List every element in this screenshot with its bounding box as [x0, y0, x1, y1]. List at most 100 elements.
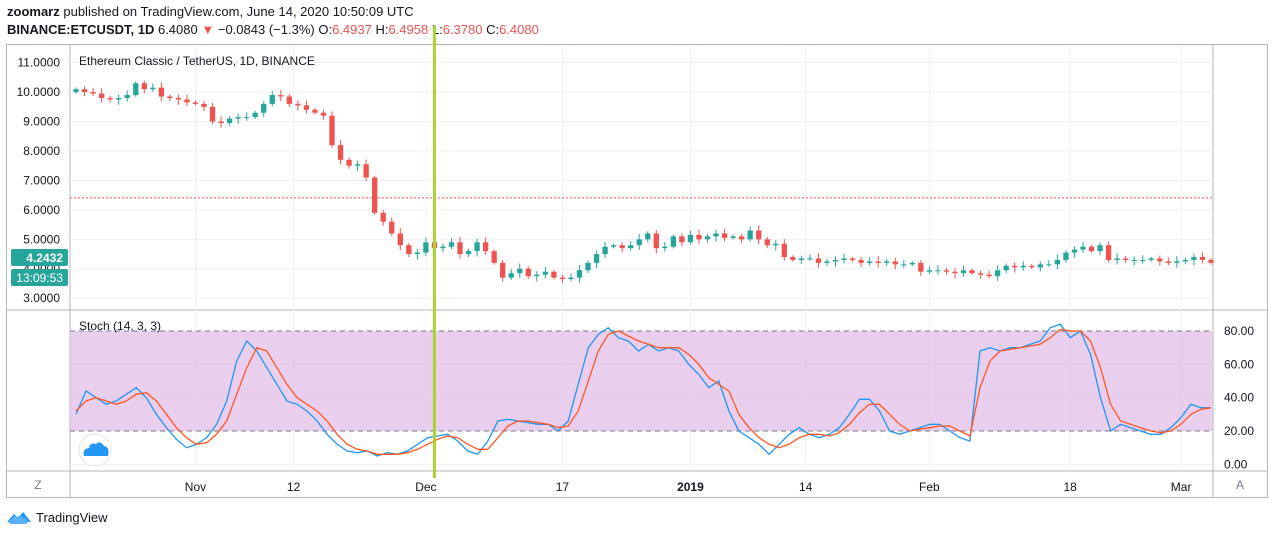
candle-body — [952, 271, 958, 274]
price-tick-label: 8.0000 — [23, 144, 60, 158]
candle-body — [849, 258, 856, 260]
candle-body — [337, 145, 344, 160]
candle-body — [116, 98, 122, 100]
candle-body — [832, 259, 839, 262]
candle-body — [133, 83, 139, 96]
tradingview-brand[interactable]: TradingView — [6, 509, 108, 525]
time-tick-label: Nov — [185, 480, 206, 494]
price-tick-label: 5.0000 — [23, 232, 60, 246]
brand-name: TradingView — [36, 509, 108, 525]
candle-body — [346, 159, 352, 166]
candle-body — [704, 236, 711, 240]
candle-body — [773, 243, 779, 246]
candle-body — [1140, 259, 1146, 261]
candle-body — [559, 277, 566, 280]
candle-body — [730, 236, 736, 238]
candle-body — [790, 257, 796, 260]
candle-body — [713, 233, 719, 237]
candle-body — [269, 95, 275, 104]
candle-body — [192, 102, 199, 104]
candle-body — [295, 103, 301, 106]
tradingview-watermark-icon — [78, 433, 112, 467]
stoch-axis[interactable]: 80.00 60.00 40.00 20.00 0.00 — [1224, 324, 1254, 471]
high-label: H: — [375, 22, 389, 37]
pane-titles: Ethereum Classic / TetherUS, 1D, BINANCE… — [79, 54, 315, 333]
stoch-tick-label: 0.00 — [1224, 457, 1248, 471]
candle-body — [98, 93, 105, 98]
price-tick-label: 11.0000 — [18, 56, 61, 70]
candle-body — [867, 261, 873, 263]
candle-body — [798, 258, 805, 260]
candle-body — [372, 177, 378, 213]
auto-scale-z-button: Z — [34, 478, 41, 492]
candle-body — [645, 233, 651, 240]
candle-body — [218, 121, 224, 124]
candle-body — [841, 258, 847, 260]
candle-body — [150, 87, 156, 90]
candle-body — [969, 270, 975, 274]
candle-body — [124, 95, 130, 98]
candle-body — [977, 273, 984, 275]
author-name[interactable]: zoomarz — [7, 4, 60, 19]
auto-scale-a-button: A — [1236, 478, 1244, 492]
candle-body — [201, 103, 207, 107]
candle-body — [1105, 245, 1112, 260]
candle-body — [508, 273, 514, 278]
current-price-badge — [11, 249, 68, 266]
candle-body — [1020, 265, 1026, 268]
time-tick-label: 14 — [799, 480, 813, 494]
candle-body — [1114, 258, 1120, 260]
price-tick-label: 3.0000 — [23, 291, 60, 305]
candle-body — [406, 245, 412, 255]
price-tick-label: 7.0000 — [23, 173, 60, 187]
candle-body — [593, 254, 600, 263]
candle-body — [252, 112, 258, 118]
candle-body — [1199, 257, 1206, 260]
candle-body — [628, 245, 634, 249]
candle-body — [312, 109, 318, 113]
candle-body — [756, 230, 762, 240]
open-label: O: — [318, 22, 333, 37]
candle-body — [781, 243, 787, 257]
low-value: 6.3780 — [442, 22, 483, 37]
time-tick-label: Feb — [919, 480, 940, 494]
stoch-tick-label: 20.00 — [1224, 424, 1254, 438]
time-tick-label: Dec — [415, 480, 436, 494]
publish-date: published on TradingView.com, June 14, 2… — [63, 4, 414, 19]
open-value: 6.4937 — [332, 22, 372, 37]
candle-body — [747, 230, 753, 240]
candle-body — [278, 95, 284, 97]
symbol-name[interactable]: BINANCE:ETCUSDT, 1D — [7, 22, 155, 37]
candle-body — [1165, 261, 1171, 263]
candle-body — [935, 270, 941, 272]
candle-body — [585, 262, 591, 271]
candle-body — [1012, 265, 1018, 268]
candle-body — [542, 271, 549, 275]
candle-body — [1148, 258, 1154, 260]
price-axis[interactable]: 11.0000 10.0000 9.0000 8.0000 7.0000 6.0000 5.… — [17, 56, 61, 306]
candle-body — [884, 261, 890, 263]
candle-body — [960, 270, 967, 274]
candle-body — [901, 264, 907, 266]
price-badges: 4.2432 13:09:53 — [11, 249, 68, 286]
candle-body — [1208, 259, 1214, 263]
candle-body — [1003, 265, 1009, 271]
time-tick-label: Mar — [1171, 480, 1192, 494]
candle-body — [303, 105, 310, 110]
candle-body — [158, 87, 164, 97]
stoch-pane-title: Stoch (14, 3, 3) — [79, 319, 161, 333]
candle-body — [107, 98, 113, 100]
candle-body — [235, 117, 241, 119]
price-tick-label: 9.0000 — [23, 115, 60, 129]
candle-body — [141, 83, 147, 90]
candle-body — [500, 262, 506, 278]
candle-body — [261, 103, 267, 113]
current-price-label: 4.2432 — [26, 251, 63, 265]
candle-body — [414, 252, 420, 255]
candle-body — [875, 261, 881, 263]
time-axis[interactable]: Nov 12 Dec 17 2019 14 Feb 18 Mar — [185, 480, 1192, 494]
candle-body — [1157, 258, 1163, 262]
countdown-label: 13:09:53 — [16, 271, 63, 285]
